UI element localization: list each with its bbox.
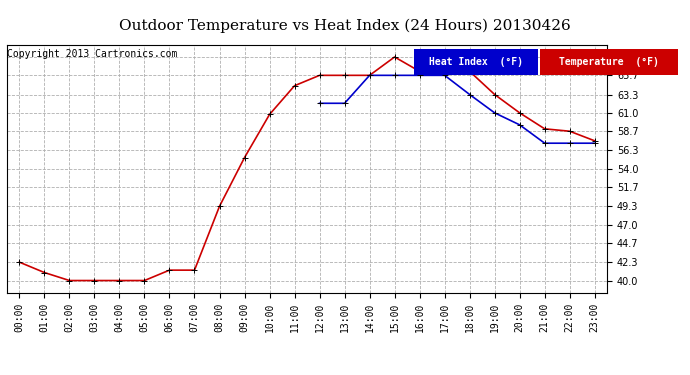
- Text: Copyright 2013 Cartronics.com: Copyright 2013 Cartronics.com: [7, 49, 177, 59]
- Text: Temperature  (°F): Temperature (°F): [559, 57, 658, 67]
- Text: Heat Index  (°F): Heat Index (°F): [429, 57, 523, 67]
- Text: Outdoor Temperature vs Heat Index (24 Hours) 20130426: Outdoor Temperature vs Heat Index (24 Ho…: [119, 19, 571, 33]
